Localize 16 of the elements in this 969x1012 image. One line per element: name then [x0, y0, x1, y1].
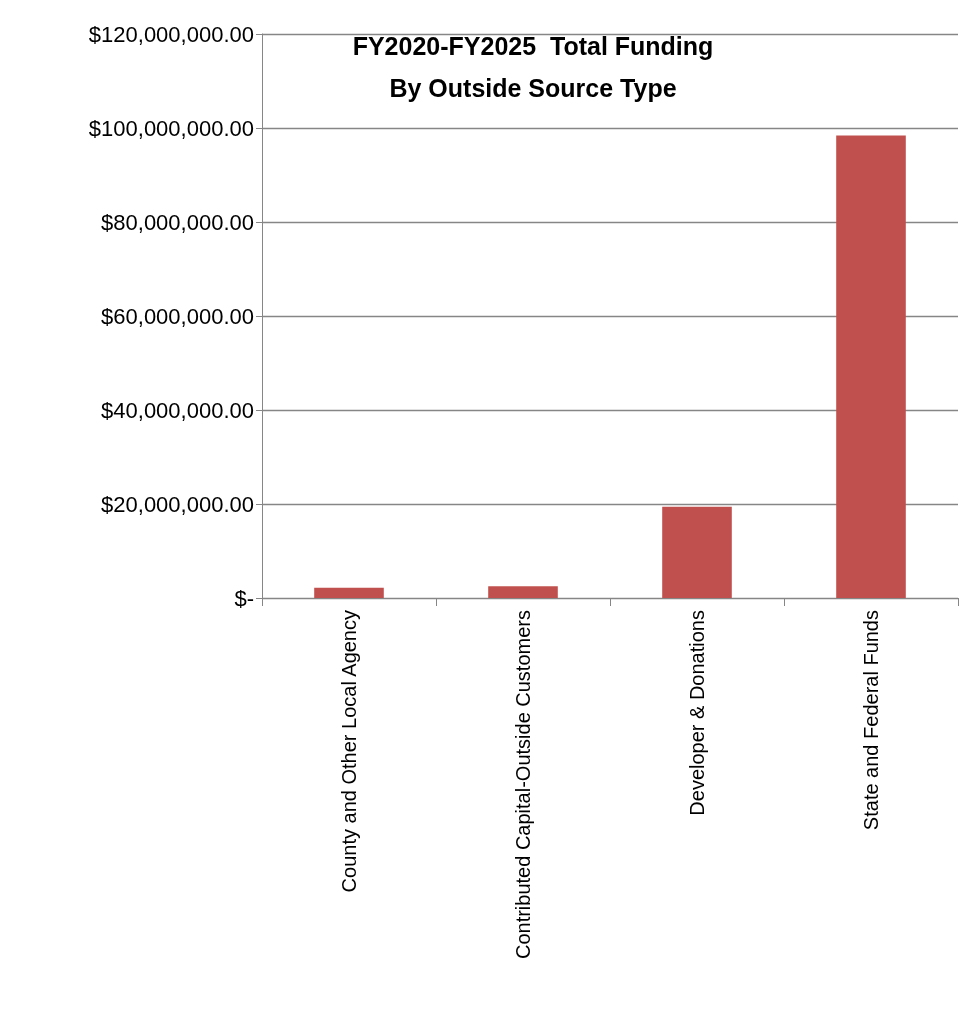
y-tick-label: $80,000,000.00 — [101, 209, 254, 235]
x-tick-label: Contributed Capital-Outside Customers — [512, 610, 534, 960]
x-tick-label: State and Federal Funds — [860, 610, 882, 831]
x-tick-label: County and Other Local Agency — [338, 610, 360, 893]
bar — [836, 135, 906, 598]
text: FY2020-FY2025 Total Funding By Outside Source Type — [352, 32, 714, 102]
y-tick-label: $100,000,000.00 — [88, 115, 254, 141]
bar — [488, 586, 558, 598]
bar — [314, 587, 384, 598]
y-tick-label: $40,000,000.00 — [101, 397, 254, 423]
bar — [662, 506, 732, 598]
x-tick-label: Developer & Donations — [686, 610, 708, 816]
y-tick-label: $120,000,000.00 — [88, 21, 254, 47]
y-tick-label: $60,000,000.00 — [101, 303, 254, 329]
y-tick-label: $- — [234, 585, 254, 611]
y-tick-label: $20,000,000.00 — [101, 491, 254, 517]
